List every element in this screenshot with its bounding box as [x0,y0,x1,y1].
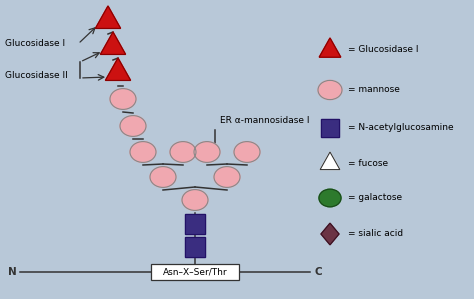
Ellipse shape [150,167,176,187]
Ellipse shape [194,142,220,162]
Polygon shape [185,237,205,257]
Polygon shape [185,214,205,234]
Ellipse shape [130,142,156,162]
Polygon shape [321,223,339,245]
Polygon shape [95,6,120,28]
Polygon shape [105,58,131,80]
Text: = Glucosidase I: = Glucosidase I [348,45,419,54]
Ellipse shape [234,142,260,162]
Text: Glucosidase II: Glucosidase II [5,71,68,80]
Text: = mannose: = mannose [348,86,400,94]
Ellipse shape [170,142,196,162]
Polygon shape [321,119,339,137]
Ellipse shape [318,80,342,100]
Polygon shape [319,38,341,57]
Text: = galactose: = galactose [348,193,402,202]
Ellipse shape [182,190,208,210]
Text: C: C [314,267,322,277]
Polygon shape [320,152,340,170]
Polygon shape [100,32,126,54]
Ellipse shape [214,167,240,187]
Ellipse shape [110,89,136,109]
Text: = N-acetylglucosamine: = N-acetylglucosamine [348,123,454,132]
Text: N: N [8,267,17,277]
Text: = sialic acid: = sialic acid [348,230,403,239]
Ellipse shape [120,116,146,136]
FancyBboxPatch shape [151,264,239,280]
Text: = fucose: = fucose [348,158,388,167]
Text: Glucosidase I: Glucosidase I [5,39,65,48]
Ellipse shape [319,189,341,207]
Text: ER α-mannosidase I: ER α-mannosidase I [220,116,310,125]
Text: Asn–X–Ser/Thr: Asn–X–Ser/Thr [163,268,228,277]
